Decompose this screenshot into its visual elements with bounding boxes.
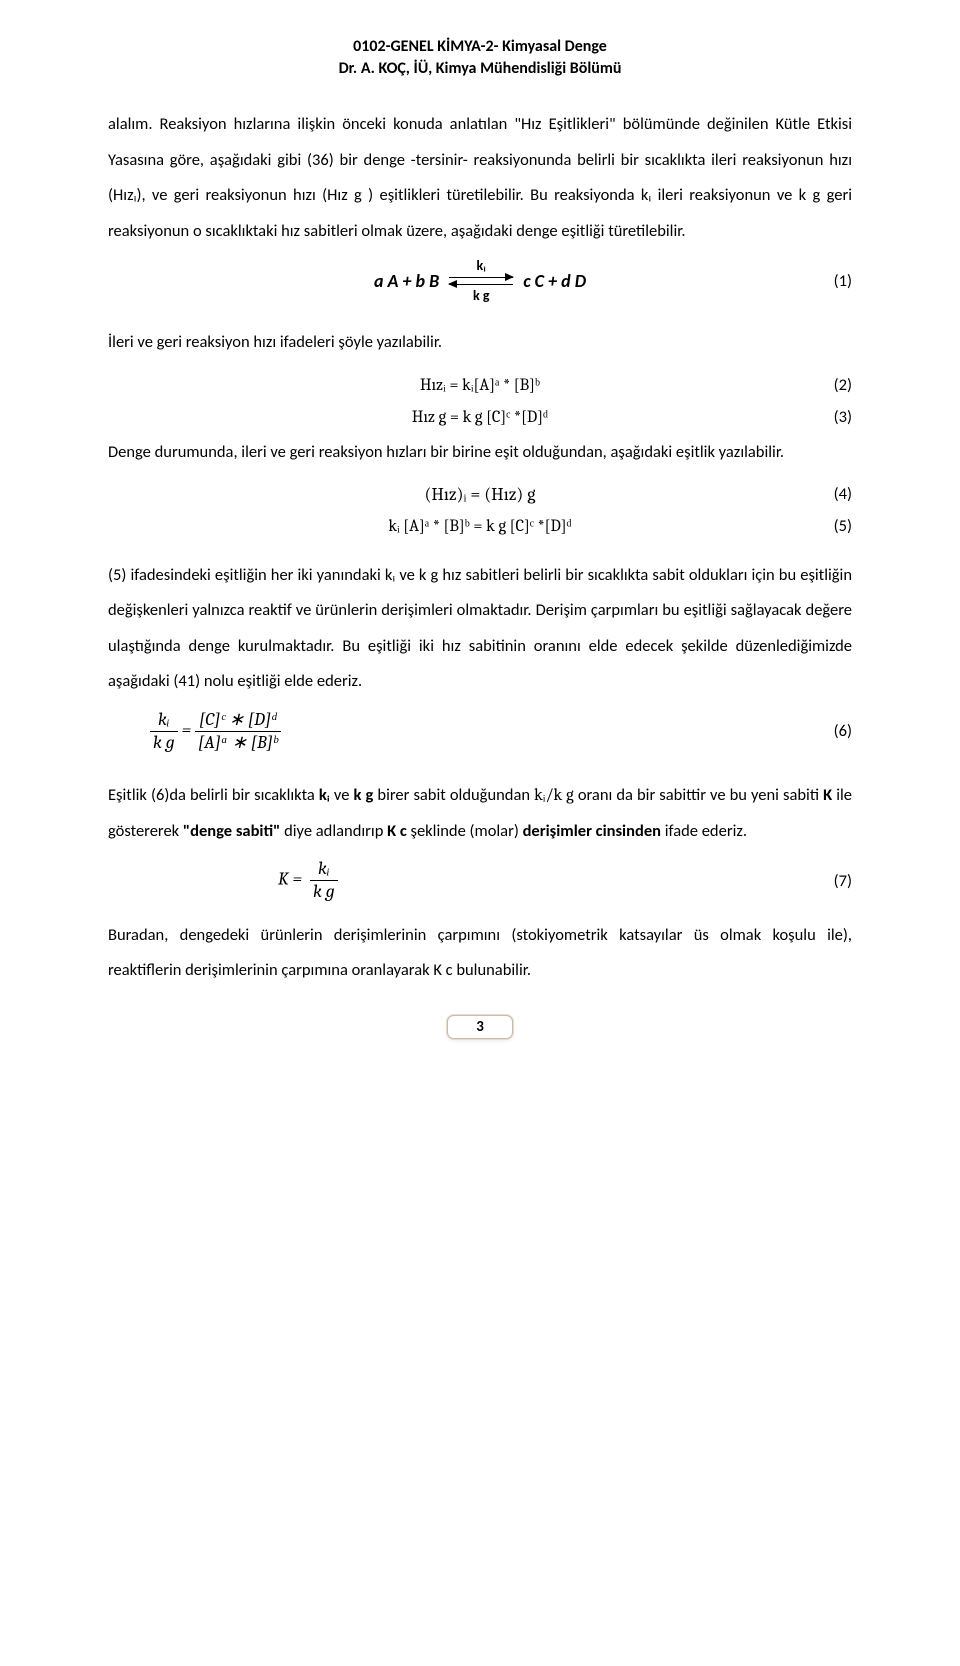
page-number-container: 3 <box>108 1015 852 1039</box>
eq7-expression: K = kᵢ k g <box>278 859 338 902</box>
p5-Kc: K c <box>387 821 407 841</box>
eq6-lhs-den: k g <box>150 731 178 753</box>
eq3-text: Hız g = k g [C]ᶜ *[D]ᵈ <box>412 407 548 427</box>
p5-ratio: kᵢ/k g <box>534 786 574 805</box>
equation-5: kᵢ [A]ᵃ * [B]ᵇ = k g [C]ᶜ *[D]ᵈ (5) <box>108 512 852 540</box>
equation-3: Hız g = k g [C]ᶜ *[D]ᵈ (3) <box>108 403 852 431</box>
eq2-number: (2) <box>834 375 852 395</box>
eq7-num: kᵢ <box>315 859 333 880</box>
equation-1: a A + b B kᵢ k g c C + d D (1) <box>108 259 852 303</box>
eq3-number: (3) <box>834 407 852 427</box>
eq1-kg-label: k g <box>473 289 490 303</box>
document-page: 0102-GENEL KİMYA-2- Kimyasal Denge Dr. A… <box>0 0 960 1666</box>
p5-a: Eşitlik (6)da belirli bir sıcaklıkta <box>108 785 319 805</box>
eq6-expression: kᵢ k g = [C]ᶜ ∗ [D]ᵈ [A]ᵃ ∗ [B]ᵇ <box>150 710 281 753</box>
paragraph-6: Buradan, dengedeki ürünlerin derişimleri… <box>108 918 852 989</box>
eq4-number: (4) <box>834 484 852 504</box>
eq7-number: (7) <box>834 871 852 891</box>
p5-f: diye adlandırıp <box>280 821 387 841</box>
eq1-left: a A + b B <box>374 270 439 292</box>
eq6-number: (6) <box>834 721 852 741</box>
header-line-1: 0102-GENEL KİMYA-2- Kimyasal Denge <box>108 36 852 58</box>
paragraph-4: (5) ifadesindeki eşitliğin her iki yanın… <box>108 558 852 700</box>
eq6-rhs-den: [A]ᵃ ∗ [B]ᵇ <box>195 731 280 753</box>
eq6-lhs-num: kᵢ <box>155 710 173 731</box>
equation-6: kᵢ k g = [C]ᶜ ∗ [D]ᵈ [A]ᵃ ∗ [B]ᵇ (6) <box>108 710 852 753</box>
eq2-text: Hızᵢ = kᵢ[A]ᵃ * [B]ᵇ <box>420 375 540 395</box>
p5-derisim: derişimler cinsinden <box>523 821 661 841</box>
eq7-K: K = <box>278 869 302 890</box>
equation-7: K = kᵢ k g (7) <box>108 859 852 902</box>
p5-denge: "denge sabiti" <box>183 821 280 841</box>
p5-h: ifade ederiz. <box>661 821 747 841</box>
header-line-2: Dr. A. KOÇ, İÜ, Kimya Mühendisliği Bölüm… <box>108 58 852 80</box>
equation-2: Hızᵢ = kᵢ[A]ᵃ * [B]ᵇ (2) <box>108 371 852 399</box>
p5-g: şeklinde (molar) <box>407 821 523 841</box>
eq7-den: k g <box>310 880 338 902</box>
page-header: 0102-GENEL KİMYA-2- Kimyasal Denge Dr. A… <box>108 36 852 79</box>
eq1-number: (1) <box>834 271 852 291</box>
p5-c: birer sabit olduğundan <box>373 785 534 805</box>
p5-ki: kᵢ <box>319 785 330 805</box>
p5-K: K <box>823 785 832 805</box>
eq5-text: kᵢ [A]ᵃ * [B]ᵇ = k g [C]ᶜ *[D]ᵈ <box>388 516 571 536</box>
eq4-text: (Hız)ᵢ = (Hız) g <box>425 484 536 505</box>
eq1-ki-label: kᵢ <box>477 259 486 273</box>
eq1-right: c C + d D <box>523 270 586 292</box>
p5-d: oranı da bir sabittir ve bu yeni sabiti <box>574 785 823 805</box>
page-number: 3 <box>447 1015 513 1039</box>
eq5-number: (5) <box>834 516 852 536</box>
double-arrow-icon <box>449 273 513 289</box>
eq1-arrow: kᵢ k g <box>449 259 513 303</box>
paragraph-2: İleri ve geri reaksiyon hızı ifadeleri ş… <box>108 325 852 360</box>
p5-b: ve <box>330 785 354 805</box>
paragraph-1: alalım. Reaksiyon hızlarına ilişkin önce… <box>108 107 852 249</box>
equation-4: (Hız)ᵢ = (Hız) g (4) <box>108 480 852 508</box>
paragraph-3: Denge durumunda, ileri ve geri reaksiyon… <box>108 435 852 470</box>
eq6-rhs-num: [C]ᶜ ∗ [D]ᵈ <box>196 710 279 731</box>
paragraph-5: Eşitlik (6)da belirli bir sıcaklıkta kᵢ … <box>108 778 852 849</box>
p5-kg: k g <box>354 785 374 805</box>
